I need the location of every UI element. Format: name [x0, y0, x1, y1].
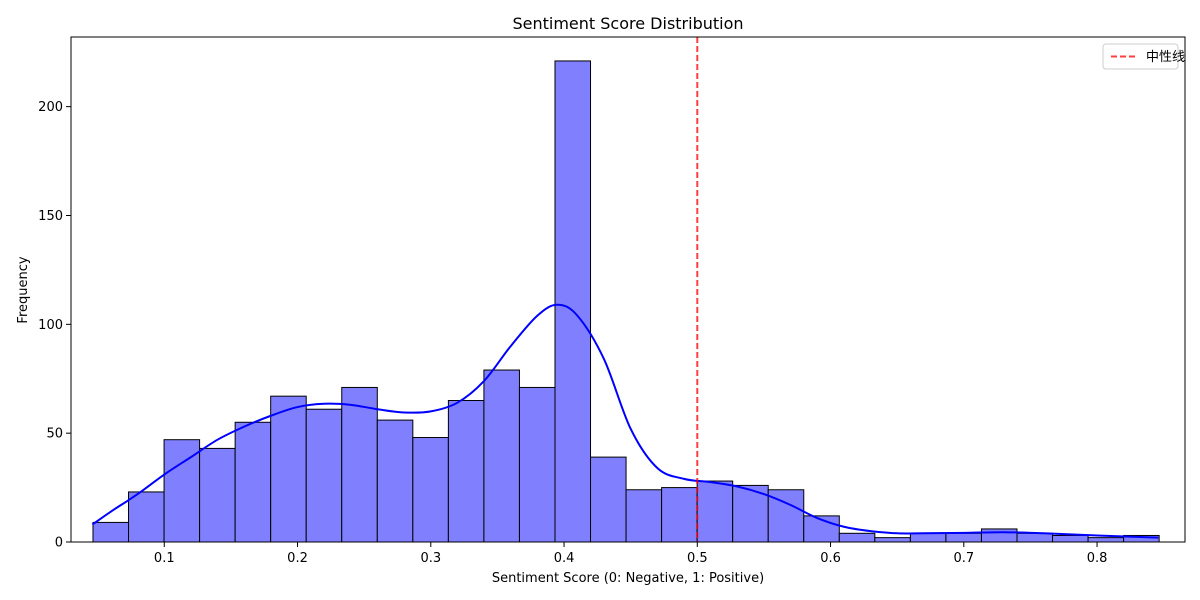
- x-axis-title: Sentiment Score (0: Negative, 1: Positiv…: [492, 571, 764, 586]
- y-tick-label: 150: [38, 209, 63, 224]
- histogram-bar: [945, 532, 982, 543]
- histogram-bar: [554, 60, 592, 543]
- x-tick-label: 0.2: [287, 551, 308, 566]
- y-tick-label: 0: [55, 536, 63, 551]
- histogram-bar: [128, 491, 165, 543]
- plot-frame: [70, 36, 1186, 543]
- histogram-bar: [483, 369, 520, 543]
- legend: 中性线: [1102, 43, 1185, 70]
- histogram-bar: [803, 515, 840, 543]
- x-axis-ticks: 0.1 0.2 0.3 0.4 0.5 0.6 0.7 0.8: [154, 542, 1107, 566]
- histogram-bar: [1087, 537, 1125, 543]
- histogram-bar: [518, 386, 556, 543]
- x-tick-label: 0.5: [687, 551, 708, 566]
- y-axis-ticks: 0 50 100 150 200: [38, 100, 71, 551]
- y-tick-label: 200: [38, 100, 63, 115]
- histogram-bar: [270, 395, 307, 543]
- y-tick-label: 100: [38, 318, 63, 333]
- x-tick-label: 0.7: [953, 551, 974, 566]
- x-tick-label: 0.6: [820, 551, 841, 566]
- x-tick-label: 0.3: [420, 551, 441, 566]
- histogram-bar: [874, 537, 911, 543]
- histogram-bar: [199, 447, 236, 543]
- histogram-bar: [412, 437, 449, 543]
- histogram-bar: [838, 532, 876, 543]
- histogram-bar: [909, 532, 947, 543]
- histogram-bar: [1052, 534, 1089, 543]
- histogram-bar: [376, 419, 414, 543]
- chart-title: Sentiment Score Distribution: [512, 14, 743, 33]
- legend-label: 中性线: [1146, 50, 1185, 65]
- x-tick-label: 0.4: [554, 551, 575, 566]
- histogram-bar: [661, 487, 698, 543]
- legend-box: [1102, 43, 1179, 70]
- histogram-bar: [732, 484, 769, 543]
- histogram-bar: [447, 400, 485, 543]
- histogram-bar: [92, 521, 130, 543]
- x-tick-label: 0.1: [154, 551, 175, 566]
- histogram-bar: [341, 386, 378, 543]
- histogram-bar: [625, 489, 663, 543]
- y-axis-title: Frequency: [16, 256, 31, 323]
- y-tick-label: 50: [46, 427, 63, 442]
- histogram-bar: [980, 528, 1018, 543]
- kde-curve-group: [91, 303, 1159, 539]
- kde-curve: [91, 303, 1159, 539]
- histogram-bar: [590, 456, 627, 543]
- histogram-bar: [696, 480, 734, 543]
- x-tick-label: 0.8: [1087, 551, 1108, 566]
- histogram-bar: [1016, 532, 1054, 543]
- histogram-bar: [234, 421, 272, 543]
- histogram-bar: [305, 408, 343, 543]
